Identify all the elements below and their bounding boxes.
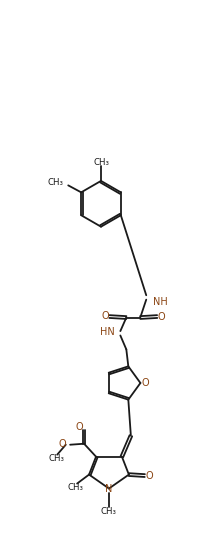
Text: O: O bbox=[101, 311, 109, 321]
Text: CH₃: CH₃ bbox=[94, 158, 110, 167]
Text: N: N bbox=[105, 484, 113, 494]
Text: O: O bbox=[76, 422, 83, 432]
Text: O: O bbox=[145, 471, 153, 481]
Text: HN: HN bbox=[100, 328, 115, 337]
Text: O: O bbox=[158, 312, 165, 322]
Text: CH₃: CH₃ bbox=[67, 483, 83, 493]
Text: CH₃: CH₃ bbox=[47, 178, 63, 188]
Text: O: O bbox=[58, 439, 66, 450]
Text: O: O bbox=[142, 378, 149, 388]
Text: NH: NH bbox=[153, 296, 167, 307]
Text: CH₃: CH₃ bbox=[101, 507, 117, 516]
Text: CH₃: CH₃ bbox=[48, 454, 64, 463]
